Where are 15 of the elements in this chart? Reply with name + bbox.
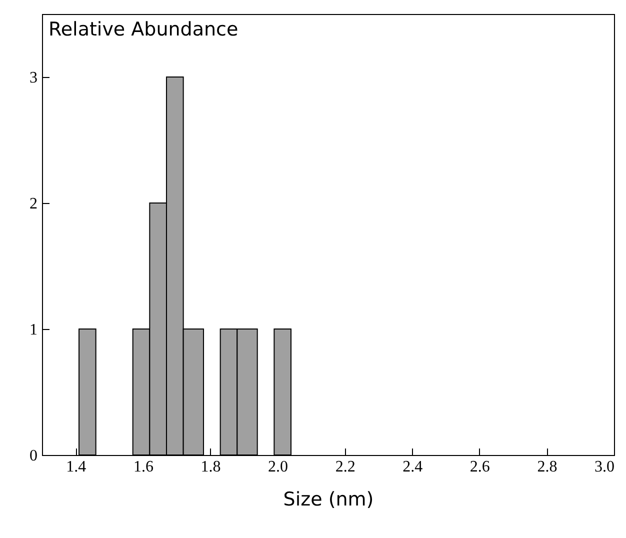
x-tick-label: 2.0 xyxy=(268,458,288,476)
x-tick-label: 2.4 xyxy=(402,458,423,476)
y-axis-title: Relative Abundance xyxy=(48,18,238,40)
y-tick-label: 0 xyxy=(30,448,38,464)
x-tick-label: 1.8 xyxy=(200,458,221,476)
x-tick-label: 2.8 xyxy=(537,458,558,476)
x-tick-label: 2.6 xyxy=(470,458,490,476)
x-tick-label: 1.4 xyxy=(66,458,86,476)
x-tick-label: 2.2 xyxy=(335,458,356,476)
y-tick-label: 1 xyxy=(30,322,38,338)
x-tick-label: 3.0 xyxy=(594,458,614,476)
x-axis-title: Size (nm) xyxy=(283,488,374,510)
x-tick-label: 1.6 xyxy=(133,458,154,476)
y-tick-label: 2 xyxy=(30,196,38,212)
y-tick-label: 3 xyxy=(30,70,38,86)
